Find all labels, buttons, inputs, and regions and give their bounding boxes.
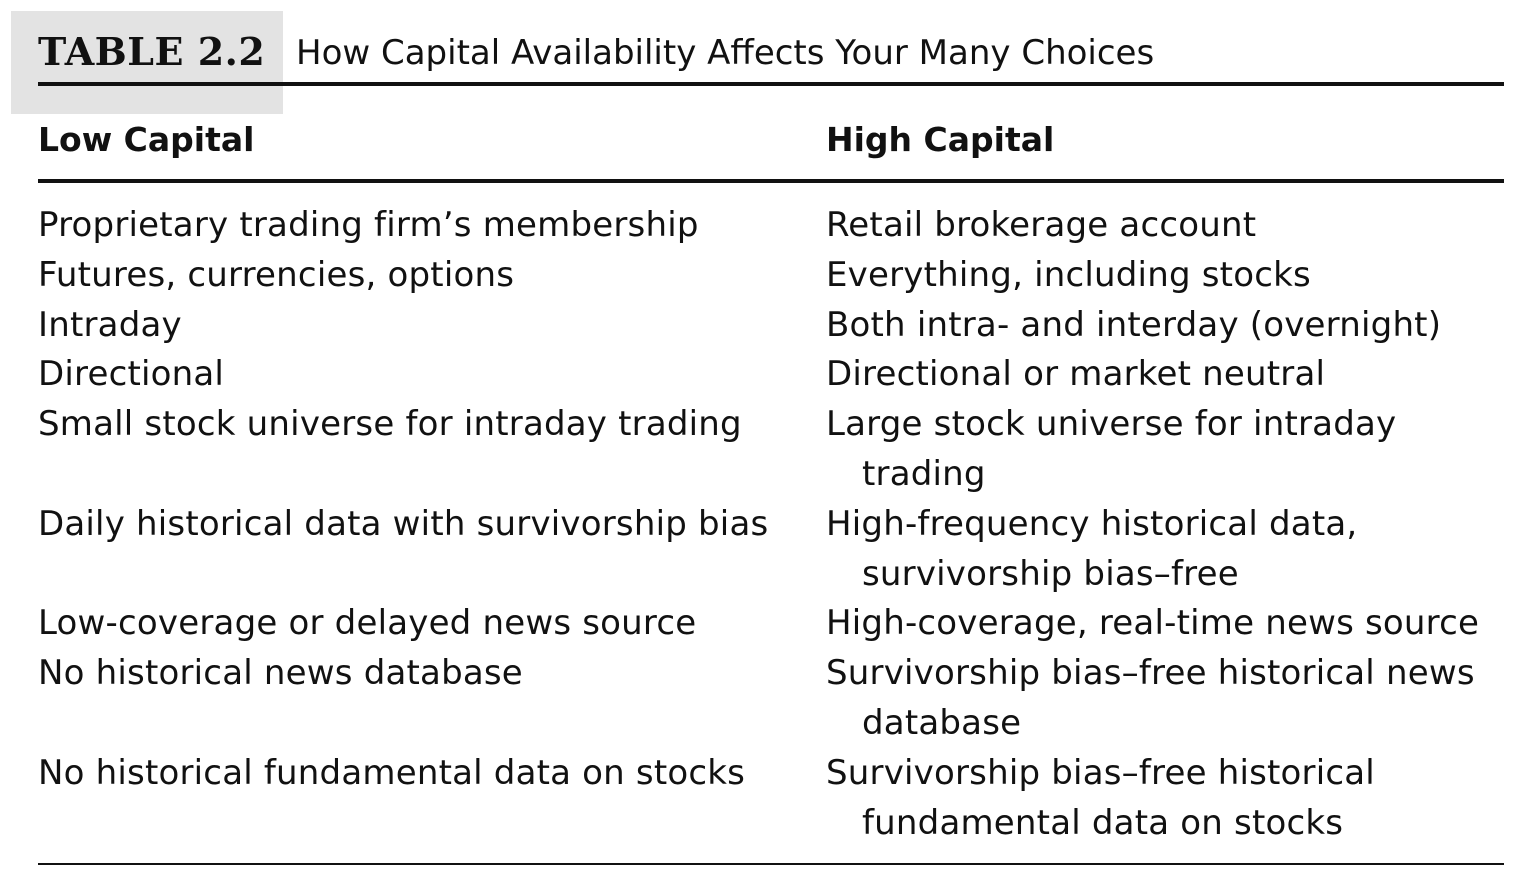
table-row: Daily historical data with survivorship … <box>38 500 1504 600</box>
low-capital-cell: Intraday <box>38 304 182 345</box>
low-capital-cell: Small stock universe for intraday tradin… <box>38 404 742 445</box>
high-capital-cell: Retail brokerage account <box>826 205 1257 245</box>
table-label: TABLE 2.2 <box>38 29 266 74</box>
table-row: No historical news database Survivorship… <box>38 649 1504 749</box>
column-header-high-capital: High Capital <box>826 120 1055 159</box>
high-capital-cell: High-frequency historical data, survivor… <box>826 503 1358 594</box>
low-capital-cell: Low-coverage or delayed news source <box>38 603 697 644</box>
high-capital-cell: High-coverage, real-time news source <box>826 603 1480 644</box>
table-body: Proprietary trading firm’s membership Re… <box>38 201 1504 848</box>
table-row: No historical fundamental data on stocks… <box>38 749 1504 849</box>
table-row: Futures, currencies, options Everything,… <box>38 251 1504 301</box>
low-capital-cell: Futures, currencies, options <box>38 254 515 295</box>
table-row: Directional Directional or market neutra… <box>38 350 1504 400</box>
header-rule <box>38 179 1504 183</box>
bottom-rule <box>38 863 1504 865</box>
low-capital-cell: Directional <box>38 354 225 395</box>
column-header-low-capital: Low Capital <box>38 120 255 159</box>
high-capital-cell: Everything, including stocks <box>826 254 1311 295</box>
low-capital-cell: No historical fundamental data on stocks <box>38 752 746 793</box>
top-rule <box>38 82 1504 86</box>
low-capital-cell: No historical news database <box>38 653 523 694</box>
high-capital-cell: Survivorship bias–free historical fundam… <box>826 752 1375 843</box>
high-capital-cell: Both intra- and interday (overnight) <box>826 304 1442 345</box>
low-capital-cell: Proprietary trading firm’s membership <box>38 205 699 245</box>
high-capital-cell: Large stock universe for intraday tradin… <box>826 404 1397 494</box>
table-label-background <box>11 11 283 114</box>
table-row: Low-coverage or delayed news source High… <box>38 599 1504 649</box>
table-row: Small stock universe for intraday tradin… <box>38 400 1504 500</box>
high-capital-cell: Survivorship bias–free historical news d… <box>826 653 1475 743</box>
high-capital-cell: Directional or market neutral <box>826 354 1326 395</box>
table-row: Intraday Both intra- and interday (overn… <box>38 301 1504 351</box>
table-row: Proprietary trading firm’s membership Re… <box>38 201 1504 251</box>
table-title: How Capital Availability Affects Your Ma… <box>296 33 1155 73</box>
low-capital-cell: Daily historical data with survivorship … <box>38 503 769 544</box>
